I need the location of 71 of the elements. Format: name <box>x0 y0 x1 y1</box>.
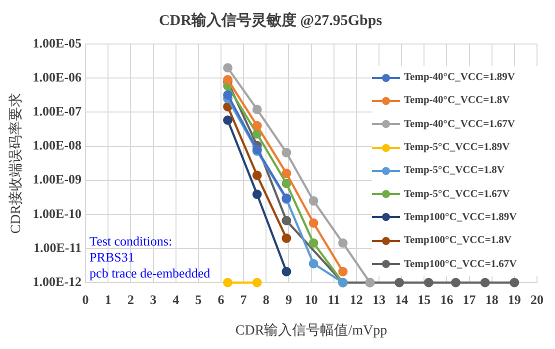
point <box>282 234 292 243</box>
legend-label: Temp100°C_VCC=1.67V <box>404 258 517 270</box>
x-tick-label: 4 <box>172 292 180 307</box>
point <box>223 63 232 73</box>
x-tick-label: 2 <box>127 292 134 307</box>
x-tick-label: 7 <box>240 292 248 307</box>
x-tick-label: 15 <box>418 292 432 307</box>
x-tick-label: 8 <box>262 292 270 307</box>
y-tick-label: 1.00E-08 <box>32 138 82 153</box>
annotation: Test conditions: <box>90 234 172 249</box>
annotation: PRBS31 <box>90 250 134 265</box>
x-tick-label: 11 <box>328 292 340 307</box>
legend-label: Temp-5°C_VCC=1.89V <box>404 142 510 154</box>
legend-label: Temp100°C_VCC=1.89V <box>404 212 517 223</box>
x-tick-label: 12 <box>350 292 363 307</box>
x-tick-label: 10 <box>304 292 318 307</box>
annotation: pcb trace de-embedded <box>90 266 211 281</box>
point <box>223 90 232 100</box>
x-tick-label: 14 <box>395 292 409 307</box>
point <box>308 258 318 268</box>
point <box>510 278 520 288</box>
x-axis-title: CDR输入信号幅值/mVpp <box>235 322 388 338</box>
point <box>338 238 348 248</box>
x-tick-label: 20 <box>530 292 544 307</box>
point <box>338 266 348 276</box>
point <box>480 278 490 288</box>
legend-label: Temp-40°C_VCC=1.67V <box>404 118 516 130</box>
x-tick-label: 6 <box>218 292 225 307</box>
point <box>308 196 318 206</box>
point <box>223 74 232 84</box>
x-tick-label: 9 <box>285 292 292 307</box>
point <box>282 178 292 188</box>
point <box>223 278 232 288</box>
y-tick-label: 1.00E-07 <box>32 104 82 119</box>
point <box>308 238 318 248</box>
y-tick-label: 1.00E-06 <box>32 69 82 84</box>
point <box>252 104 262 114</box>
point <box>451 278 460 288</box>
point <box>282 168 292 178</box>
point <box>424 278 434 288</box>
x-tick-label: 16 <box>440 292 454 307</box>
x-tick-label: 18 <box>485 292 499 307</box>
y-tick-label: 1.00E-10 <box>32 206 82 221</box>
point <box>252 121 262 130</box>
legend-label: Temp-40°C_VCC=1.8V <box>404 95 510 106</box>
legend-label: Temp-40°C_VCC=1.89V <box>404 72 516 84</box>
point <box>308 218 318 228</box>
legend-label: Temp-5°C_VCC=1.8V <box>404 165 505 176</box>
point <box>252 190 262 199</box>
point <box>282 216 292 226</box>
chart-title: CDR输入信号灵敏度 @27.95Gbps <box>158 10 382 29</box>
x-tick-label: 19 <box>508 292 522 307</box>
point <box>252 170 262 180</box>
y-tick-label: 1.00E-12 <box>32 274 82 289</box>
point <box>282 148 292 158</box>
point <box>252 278 262 288</box>
x-tick-label: 17 <box>462 292 476 307</box>
legend-label: Temp100°C_VCC=1.8V <box>404 235 512 246</box>
x-tick-label: 5 <box>195 292 202 307</box>
y-axis-title: CDR接收端误码率要求 <box>8 92 24 234</box>
point <box>282 266 292 276</box>
x-tick-label: 13 <box>372 292 386 307</box>
point <box>223 116 232 125</box>
x-tick-label: 3 <box>150 292 158 307</box>
x-tick-label: 1 <box>104 292 112 307</box>
legend-label: Temp-5°C_VCC=1.67V <box>404 188 510 200</box>
x-tick-label: 0 <box>82 292 89 307</box>
y-tick-label: 1.00E-05 <box>32 35 82 50</box>
point <box>394 278 404 288</box>
y-tick-label: 1.00E-11 <box>34 240 82 255</box>
y-tick-label: 1.00E-09 <box>32 172 82 187</box>
